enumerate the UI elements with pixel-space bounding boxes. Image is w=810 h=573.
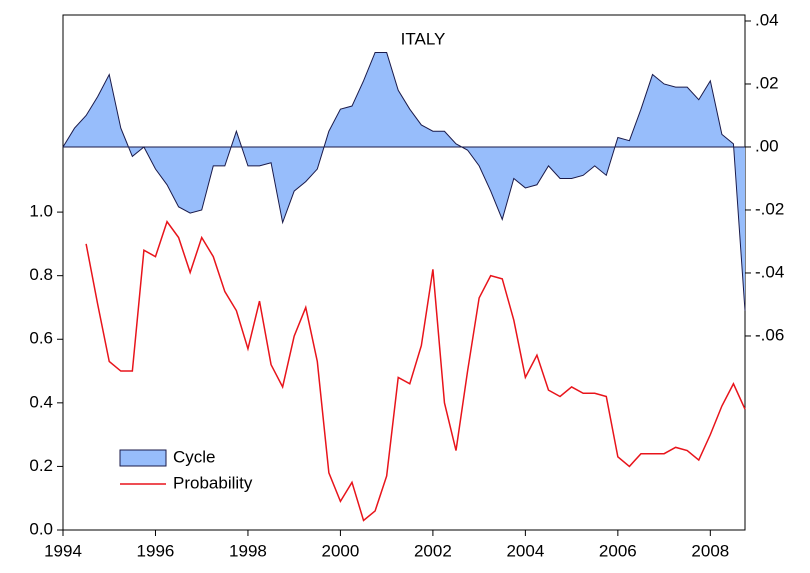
y-tick-label: 0.4 [29,392,53,411]
x-tick-label: 2000 [322,541,360,560]
x-tick-label: 1994 [44,541,82,560]
y2-tick-label: -.04 [755,262,784,281]
x-tick-label: 1998 [229,541,267,560]
y-tick-label: 0.2 [29,456,53,475]
y-tick-label: 0.6 [29,329,53,348]
legend-swatch [119,449,167,467]
y2-tick-label: -.06 [755,325,784,344]
x-tick-label: 2008 [691,541,729,560]
chart-title: ITALY [401,29,446,48]
legend-label: Cycle [173,447,216,466]
y2-tick-label: .02 [755,73,779,92]
cycle-area [63,52,745,311]
x-tick-label: 1996 [137,541,175,560]
x-tick-label: 2004 [506,541,544,560]
y2-tick-label: .04 [755,10,779,29]
probability-line [85,220,746,522]
x-tick-label: 2002 [414,541,452,560]
y-tick-label: 1.0 [29,202,53,221]
y2-tick-label: -.02 [755,199,784,218]
legend-label: Probability [173,473,253,492]
y2-tick-label: .00 [755,136,779,155]
y-tick-label: 0.0 [29,519,53,538]
cycle-line [62,51,746,311]
x-tick-label: 2006 [599,541,637,560]
y-tick-label: 0.8 [29,265,53,284]
